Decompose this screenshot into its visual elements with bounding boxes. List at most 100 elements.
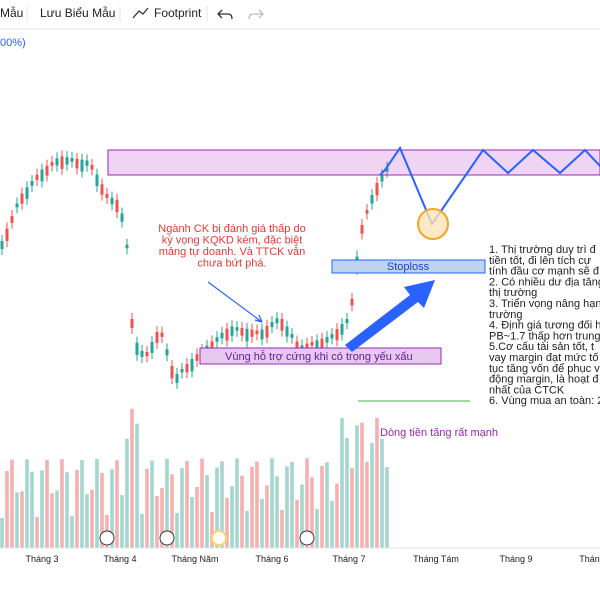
event-marker[interactable] bbox=[159, 530, 175, 546]
candle-body bbox=[310, 342, 314, 346]
thesis-line: PB~1.7 thấp hơn trung bbox=[489, 330, 600, 342]
volume-bar bbox=[200, 458, 204, 548]
candle-body bbox=[230, 326, 234, 336]
volume-bar bbox=[35, 516, 39, 548]
candle-body bbox=[90, 164, 94, 170]
event-marker[interactable] bbox=[99, 530, 115, 546]
volume-bar bbox=[305, 458, 309, 548]
thesis-line: tiền tốt, đi lên tích cự bbox=[489, 255, 592, 267]
thesis-line: tính đầu cơ mạnh sẽ đ bbox=[489, 266, 600, 278]
volume-bar bbox=[290, 461, 294, 548]
volume-bar bbox=[220, 461, 224, 548]
candle-body bbox=[210, 341, 214, 353]
thesis-line: 3. Triển vọng nâng hạn bbox=[489, 298, 600, 310]
legend-fragment: 00%) bbox=[0, 37, 26, 49]
toolbar-item[interactable]: Lưu Biểu Mẫu bbox=[40, 5, 115, 20]
volume-bar bbox=[325, 462, 329, 548]
volume-bar bbox=[260, 498, 264, 548]
volume-bar bbox=[30, 471, 34, 548]
candle-body bbox=[85, 160, 89, 166]
volume-bar bbox=[90, 489, 94, 548]
volume-bar bbox=[375, 418, 379, 548]
volume-bar bbox=[205, 474, 209, 548]
candle-body bbox=[235, 327, 239, 331]
candle-body bbox=[95, 174, 99, 187]
volume-bar bbox=[10, 459, 14, 548]
thesis-line: 2. Có nhiều dư địa tăng bbox=[489, 276, 600, 288]
thesis-line: trường bbox=[489, 309, 523, 321]
toolbar-item[interactable]: Footprint bbox=[154, 6, 202, 20]
candle-body bbox=[150, 342, 154, 354]
candle-body bbox=[35, 174, 39, 180]
candle-body bbox=[380, 175, 384, 182]
volume-bar bbox=[355, 425, 359, 548]
candle-body bbox=[275, 318, 279, 324]
event-marker[interactable] bbox=[299, 530, 315, 546]
volume-bar bbox=[240, 475, 244, 548]
candle-body bbox=[260, 329, 264, 340]
volume-bar bbox=[125, 438, 129, 548]
candle-body bbox=[295, 341, 299, 349]
volume-bar bbox=[230, 486, 234, 548]
projection-path bbox=[379, 145, 600, 227]
candle-body bbox=[100, 184, 104, 195]
candle-body bbox=[175, 374, 179, 383]
thesis-line: nhất của CTCK bbox=[489, 384, 565, 396]
volume-bar bbox=[370, 442, 374, 548]
toolbar-item[interactable]: Mẫu bbox=[0, 5, 23, 20]
candle-body bbox=[110, 197, 114, 205]
volume-bar bbox=[360, 422, 364, 548]
candle-body bbox=[345, 319, 349, 324]
candle-body bbox=[240, 328, 244, 336]
volume-bar bbox=[100, 472, 104, 548]
candle-body bbox=[60, 156, 64, 169]
volume-bar bbox=[165, 458, 169, 548]
thesis-line: tục tăng vốn để phục v bbox=[489, 363, 600, 375]
candle-body bbox=[245, 328, 249, 342]
x-axis-label: Tháng 6 bbox=[255, 554, 288, 564]
volume-bar bbox=[225, 497, 229, 548]
candle-body bbox=[120, 213, 124, 222]
volume-bar bbox=[330, 500, 334, 548]
footprint-icon[interactable] bbox=[132, 7, 149, 19]
candle-body bbox=[190, 359, 194, 372]
volume-bar bbox=[170, 474, 174, 548]
candle-body bbox=[185, 364, 189, 373]
redo-button[interactable] bbox=[248, 9, 264, 20]
x-axis-label: Tháng 7 bbox=[332, 554, 365, 564]
volume-bar bbox=[310, 477, 314, 548]
candle-body bbox=[375, 182, 379, 196]
candle-body bbox=[285, 326, 289, 337]
candle-body bbox=[290, 334, 294, 338]
volume-bar bbox=[120, 495, 124, 548]
candle-body bbox=[385, 167, 389, 172]
volume-bar bbox=[80, 460, 84, 548]
volume-bar bbox=[140, 513, 144, 548]
candle-body bbox=[140, 351, 144, 357]
volume-bar bbox=[265, 485, 269, 548]
volume-bar bbox=[295, 499, 299, 548]
volume-bar bbox=[60, 459, 64, 548]
volume-bar bbox=[275, 476, 279, 548]
x-axis-label: Tháng 4 bbox=[103, 554, 136, 564]
volume-bar bbox=[245, 510, 249, 548]
candle-body bbox=[65, 157, 69, 165]
stoploss-zone bbox=[331, 259, 486, 274]
event-marker[interactable] bbox=[211, 530, 227, 546]
candle-body bbox=[265, 325, 269, 338]
candle-body bbox=[135, 342, 139, 355]
volume-bar bbox=[215, 467, 219, 548]
volume-bar bbox=[195, 487, 199, 548]
candle-body bbox=[370, 195, 374, 204]
volume-bar bbox=[350, 467, 354, 548]
volume-bar bbox=[300, 484, 304, 548]
volume-bar bbox=[0, 518, 4, 548]
candle-body bbox=[20, 193, 24, 204]
volume-bar bbox=[255, 461, 259, 548]
candle-body bbox=[10, 216, 14, 223]
volume-bar bbox=[315, 508, 319, 548]
undo-button[interactable] bbox=[217, 9, 233, 20]
thesis-line: 4. Định giá tương đối h bbox=[489, 320, 600, 332]
volume-bar bbox=[235, 458, 239, 548]
